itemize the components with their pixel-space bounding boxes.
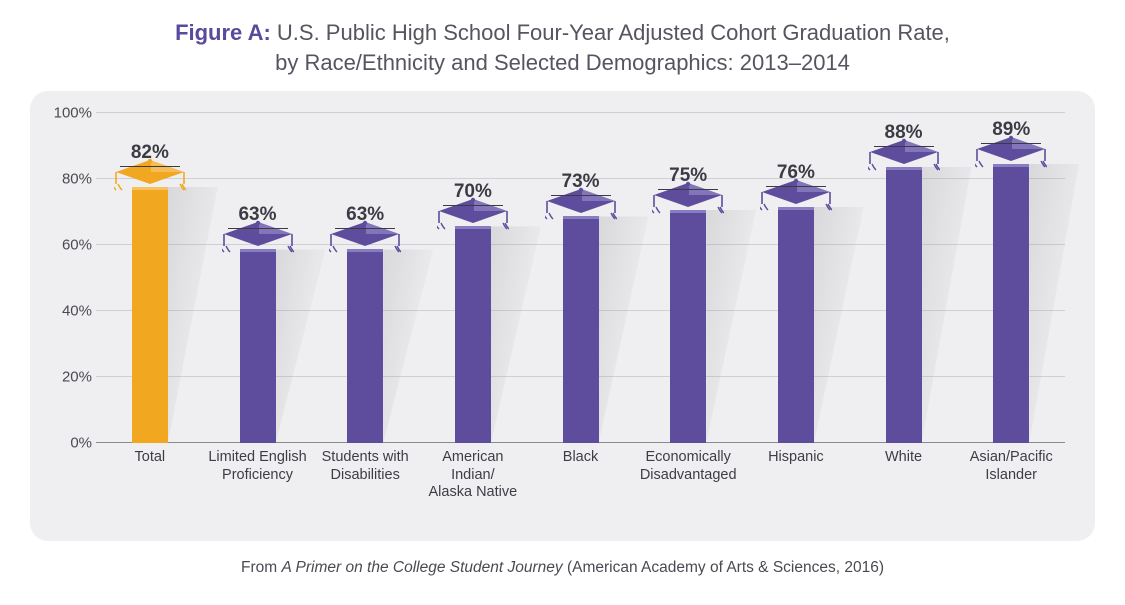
bar bbox=[240, 249, 276, 443]
bar-slot: 88% bbox=[850, 113, 958, 443]
y-tick-label: 80% bbox=[48, 171, 92, 188]
bar-slot: 89% bbox=[957, 113, 1065, 443]
bar bbox=[563, 216, 599, 443]
bar-slot: 76% bbox=[742, 113, 850, 443]
y-tick-label: 40% bbox=[48, 303, 92, 320]
title-line2: by Race/Ethnicity and Selected Demograph… bbox=[30, 48, 1095, 78]
bar bbox=[347, 249, 383, 443]
bars-container: 82% 63% 63% 70% bbox=[96, 113, 1065, 443]
chart-panel: 0% 20% 40% 60% 80% 100% 82% 63% 63% bbox=[30, 91, 1095, 541]
x-label: American Indian/Alaska Native bbox=[419, 449, 527, 501]
value-label: 63% bbox=[228, 204, 288, 229]
bar-slot: 73% bbox=[527, 113, 635, 443]
value-label: 89% bbox=[981, 119, 1041, 144]
y-tick-label: 0% bbox=[48, 435, 92, 452]
bar bbox=[670, 210, 706, 444]
source-line: From A Primer on the College Student Jou… bbox=[30, 559, 1095, 577]
bar-slot: 75% bbox=[634, 113, 742, 443]
plot-area: 0%20%40%60%80%100% 82% 63% 63% bbox=[96, 113, 1065, 443]
bar bbox=[778, 207, 814, 444]
x-label: Limited EnglishProficiency bbox=[204, 449, 312, 501]
x-label: EconomicallyDisadvantaged bbox=[634, 449, 742, 501]
bar-slot: 63% bbox=[311, 113, 419, 443]
x-label: Students withDisabilities bbox=[311, 449, 419, 501]
bar-shadow bbox=[1029, 164, 1079, 444]
x-label: Black bbox=[527, 449, 635, 501]
x-axis-labels: TotalLimited EnglishProficiencyStudents … bbox=[96, 449, 1065, 501]
y-tick-label: 100% bbox=[48, 105, 92, 122]
bar bbox=[993, 164, 1029, 444]
value-label: 82% bbox=[120, 142, 180, 167]
bar bbox=[455, 226, 491, 443]
x-label: Hispanic bbox=[742, 449, 850, 501]
value-label: 63% bbox=[335, 204, 395, 229]
title-line1: U.S. Public High School Four-Year Adjust… bbox=[271, 20, 950, 45]
x-label: Total bbox=[96, 449, 204, 501]
x-label: Asian/PacificIslander bbox=[957, 449, 1065, 501]
source-italic: A Primer on the College Student Journey bbox=[281, 559, 562, 576]
value-label: 88% bbox=[874, 122, 934, 147]
value-label: 70% bbox=[443, 181, 503, 206]
chart-title: Figure A: U.S. Public High School Four-Y… bbox=[30, 18, 1095, 77]
bar-slot: 70% bbox=[419, 113, 527, 443]
value-label: 76% bbox=[766, 162, 826, 187]
bar-slot: 82% bbox=[96, 113, 204, 443]
bar-slot: 63% bbox=[204, 113, 312, 443]
source-prefix: From bbox=[241, 559, 281, 576]
source-suffix: (American Academy of Arts & Sciences, 20… bbox=[563, 559, 884, 576]
figure-label: Figure A: bbox=[175, 20, 271, 45]
x-label: White bbox=[850, 449, 958, 501]
value-label: 73% bbox=[551, 171, 611, 196]
bar bbox=[886, 167, 922, 443]
value-label: 75% bbox=[658, 165, 718, 190]
y-tick-label: 20% bbox=[48, 369, 92, 386]
bar-total bbox=[132, 187, 168, 444]
y-tick-label: 60% bbox=[48, 237, 92, 254]
